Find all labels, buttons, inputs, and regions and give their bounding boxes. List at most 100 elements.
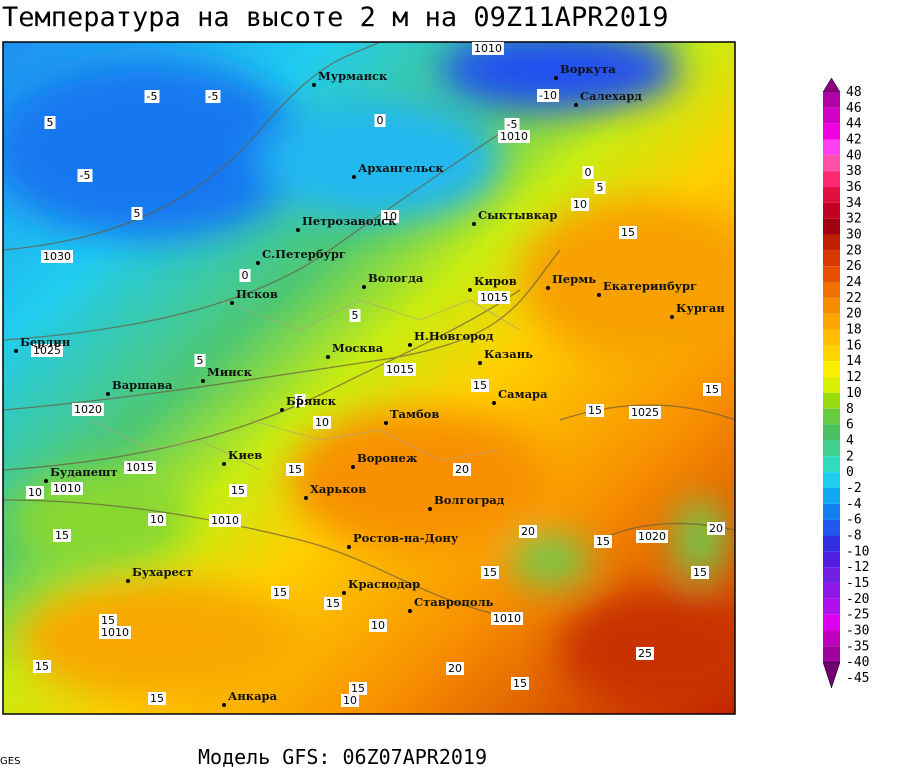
contour-label-box <box>636 530 668 543</box>
colorbar-label: -15 <box>846 576 869 591</box>
contour-label: 15 <box>150 692 164 705</box>
city-dot <box>312 83 316 87</box>
contour-label-box <box>294 394 306 407</box>
colorbar-segment <box>823 472 840 488</box>
contour-label: 1030 <box>43 250 71 263</box>
colorbar-label: 38 <box>846 164 862 179</box>
city-dot <box>384 421 388 425</box>
colorbar-label: 4 <box>846 433 854 448</box>
colorbar-segment <box>823 282 840 298</box>
colorbar-segment <box>823 329 840 346</box>
contour-label-box <box>707 522 725 535</box>
contour-label-box <box>472 42 504 55</box>
contour-label: 15 <box>231 484 245 497</box>
contour-label-box <box>498 130 530 143</box>
contour-label-box <box>571 198 589 211</box>
contour-label: 1010 <box>474 42 502 55</box>
contour-label-box <box>99 614 117 627</box>
contour-label-box <box>453 463 471 476</box>
colorbar-segment <box>823 250 840 267</box>
colorbar-label: 6 <box>846 418 854 433</box>
city-dot <box>362 285 366 289</box>
contour-label-box <box>205 90 221 103</box>
city-label: Самара <box>498 387 548 401</box>
city-dot <box>468 288 472 292</box>
contour-label: 15 <box>473 379 487 392</box>
contour-label-box <box>194 354 206 367</box>
contour-label-box <box>144 90 160 103</box>
contour-label: 0 <box>242 269 249 282</box>
colorbar-segment <box>823 535 840 552</box>
contour-label: 1015 <box>386 363 414 376</box>
colorbar-segment <box>823 392 840 409</box>
contour-label-box <box>209 514 241 527</box>
colorbar-segment <box>823 123 840 140</box>
city-label: Анкара <box>228 689 278 703</box>
city-label: Пермь <box>552 272 596 286</box>
colorbar-label: 42 <box>846 133 862 148</box>
colorbar-label: -12 <box>846 560 869 575</box>
city-label: Тамбов <box>390 407 439 421</box>
colorbar-segment <box>823 171 840 188</box>
colorbar-cap <box>822 77 841 93</box>
city-dot <box>342 591 346 595</box>
contour-label: 1010 <box>493 612 521 625</box>
contour-label-box <box>324 597 342 610</box>
colorbar-label: 8 <box>846 402 854 417</box>
colorbar-label: 20 <box>846 307 862 322</box>
colorbar-label: -8 <box>846 528 862 543</box>
contour-label: 20 <box>448 662 462 675</box>
colorbar-label: 14 <box>846 354 862 369</box>
city-label: Москва <box>332 341 384 355</box>
contour-label-box <box>72 403 104 416</box>
colorbar-label: 34 <box>846 196 862 211</box>
contour-label: 1020 <box>638 530 666 543</box>
colorbar-label: 18 <box>846 323 862 338</box>
contour-label-box <box>271 586 289 599</box>
contour-label-box <box>51 482 83 495</box>
contour-label: 5 <box>47 116 54 129</box>
colorbar-segment <box>823 646 840 663</box>
colorbar-segment <box>823 582 840 599</box>
contour-label: 10 <box>343 694 357 707</box>
contour-label: 10 <box>28 486 42 499</box>
colorbar-segment <box>823 503 840 520</box>
contour-label-box <box>619 226 637 239</box>
contour-label: 1010 <box>53 482 81 495</box>
city-dot <box>478 361 482 365</box>
city-label: Архангельск <box>358 161 444 175</box>
city-label: Екатеринбург <box>603 279 697 293</box>
colorbar-segment <box>823 424 840 441</box>
colorbar-segment <box>823 266 840 283</box>
contour-label: 15 <box>693 566 707 579</box>
colorbar-cap <box>822 661 841 689</box>
city-dot <box>670 315 674 319</box>
city-dot <box>347 545 351 549</box>
city-label: Берлин <box>20 335 71 349</box>
city-label: Бухарест <box>132 565 193 579</box>
colorbar-label: -4 <box>846 497 862 512</box>
contour-label-box <box>53 529 71 542</box>
colorbar-segment <box>823 297 840 314</box>
city-label: Ростов-на-Дону <box>353 531 459 545</box>
contour-label: 15 <box>273 586 287 599</box>
contour-label-box <box>491 612 523 625</box>
colorbar-label: -10 <box>846 544 869 559</box>
contour-label-box <box>26 486 44 499</box>
colorbar-label: 32 <box>846 212 862 227</box>
contour-label: 15 <box>55 529 69 542</box>
contour-label: 1025 <box>631 406 659 419</box>
contour-label: 1015 <box>126 461 154 474</box>
colorbar-segment <box>823 377 840 393</box>
contour-label: 5 <box>134 207 141 220</box>
contour-label-box <box>629 406 661 419</box>
colorbar-label: 36 <box>846 180 862 195</box>
city-label: Киев <box>228 448 262 462</box>
contour-label: 5 <box>352 309 359 322</box>
colorbar-segment <box>823 551 840 568</box>
contour-label-box <box>504 118 520 131</box>
contour-label-box <box>703 383 721 396</box>
credit: GES <box>0 756 20 767</box>
city-dot <box>304 496 308 500</box>
contour-label: 25 <box>638 647 652 660</box>
